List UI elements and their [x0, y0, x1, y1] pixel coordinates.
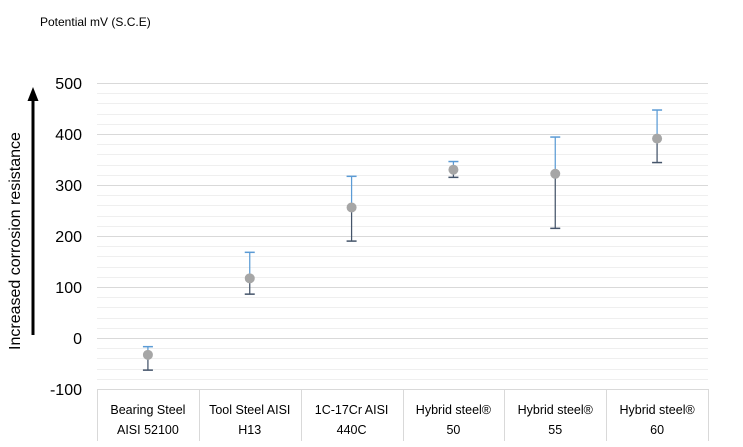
- plot-grid: [97, 83, 709, 441]
- x-tick-label-line: 60: [650, 423, 664, 437]
- y-tick-label: 400: [55, 127, 82, 144]
- data-point-group: [142, 345, 153, 371]
- x-tick-label: 1C-17Cr AISI 440C: [315, 403, 389, 437]
- x-tick-label-line: 55: [548, 423, 562, 437]
- data-marks: [142, 109, 663, 371]
- data-point-group: [448, 160, 459, 179]
- direction-arrow: [27, 87, 39, 335]
- x-tick-label-line: H13: [238, 423, 261, 437]
- x-tick-label: Hybrid steel® 55: [518, 403, 594, 437]
- data-point: [652, 133, 663, 144]
- x-tick-label-line: 440C: [337, 423, 367, 437]
- x-axis-ticks: Bearing Steel AISI 52100 Tool Steel AISI H1…: [110, 403, 695, 437]
- x-tick-label-line: Hybrid steel®: [619, 403, 695, 417]
- y-tick-label: 100: [55, 280, 82, 297]
- x-tick-label: Hybrid steel® 60: [619, 403, 695, 437]
- x-tick-label: Tool Steel AISI H13: [209, 403, 290, 437]
- data-point: [448, 164, 459, 175]
- y-tick-label: 200: [55, 229, 82, 246]
- x-tick-label-line: 50: [446, 423, 460, 437]
- y-axis-ticks: -100 0 100 200 300 400 500: [50, 76, 82, 399]
- data-point: [346, 202, 357, 213]
- data-point: [550, 168, 561, 179]
- y-tick-label: -100: [50, 382, 82, 399]
- data-point: [244, 273, 255, 284]
- unit-label: Potential mV (S.C.E): [40, 15, 151, 29]
- data-point-group: [652, 109, 663, 164]
- x-tick-label: Bearing Steel AISI 52100: [110, 403, 185, 437]
- x-tick-label: Hybrid steel® 50: [416, 403, 492, 437]
- data-point-group: [550, 136, 561, 230]
- x-tick-label-line: Bearing Steel: [110, 403, 185, 417]
- data-point-group: [346, 175, 357, 242]
- x-tick-label-line: Hybrid steel®: [416, 403, 492, 417]
- x-tick-label-line: 1C-17Cr AISI: [315, 403, 389, 417]
- data-point: [142, 349, 153, 360]
- y-tick-label: 0: [73, 331, 82, 348]
- y-tick-label: 300: [55, 178, 82, 195]
- data-point-group: [244, 251, 255, 295]
- y-axis-title: Increased corrosion resistance: [7, 132, 24, 350]
- x-tick-label-line: Hybrid steel®: [518, 403, 594, 417]
- x-tick-label-line: Tool Steel AISI: [209, 403, 290, 417]
- x-tick-label-line: AISI 52100: [117, 423, 179, 437]
- y-tick-label: 500: [55, 76, 82, 93]
- arrow-head: [27, 87, 39, 101]
